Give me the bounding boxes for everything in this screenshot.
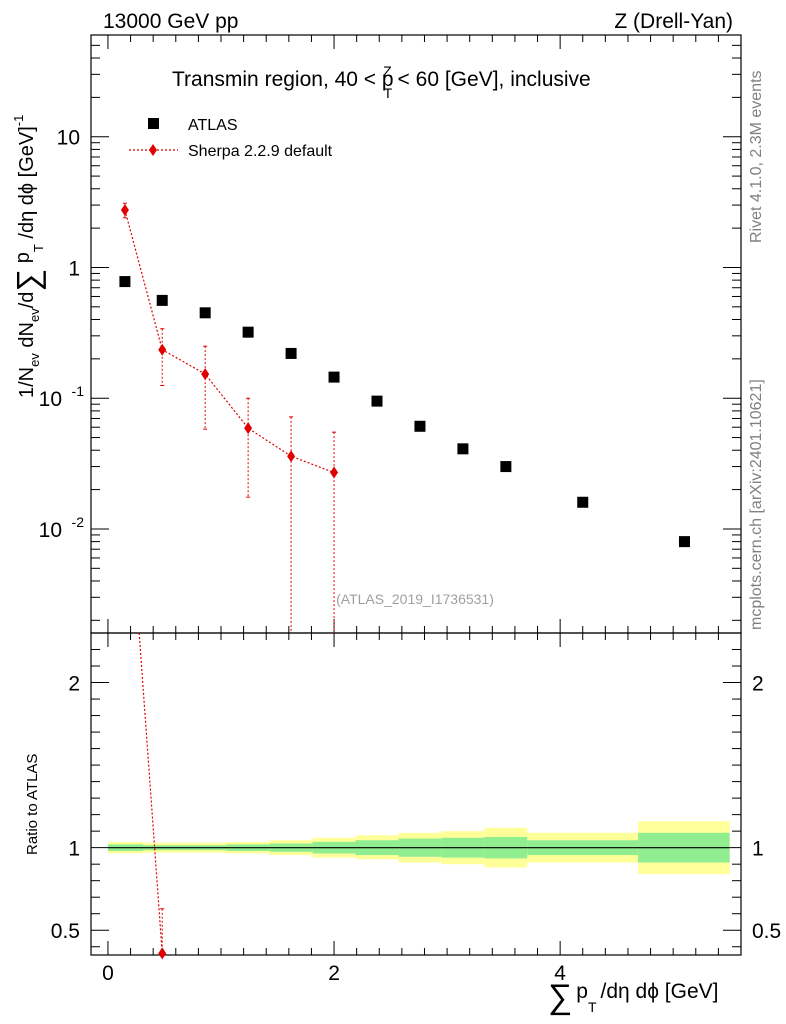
axis-ticks: 0 2 4 10 -2 10 -1 1 10 0.5 0.5 1 1 2 2	[39, 34, 781, 985]
title-post: < 60 [GeV], inclusive	[392, 68, 591, 91]
atlas-point	[371, 395, 383, 407]
mcplots-label: mcplots.cern.ch [arXiv:2401.10621]	[748, 379, 765, 630]
x-tick-label: 4	[554, 962, 566, 985]
x-tick-label: 0	[102, 962, 114, 985]
atlas-point	[242, 326, 254, 338]
atlas-point	[119, 276, 131, 288]
ratio-marks	[107, 632, 730, 960]
x-axis-label: ∑ pT/dη dϕ [GeV]	[548, 978, 719, 1016]
y-tick-label: 10	[57, 127, 80, 150]
atlas-point	[577, 496, 589, 508]
ratio-y-tick-label-right: 2	[752, 673, 764, 696]
ratio-y-tick-label: 1	[68, 838, 80, 861]
sherpa-point	[330, 466, 339, 479]
sherpa-line	[124, 209, 335, 474]
title-pre: Transmin region, 40 < p	[172, 68, 394, 91]
plot-title: Transmin region, 40 < p TZ < 60 [GeV], in…	[172, 63, 591, 101]
atlas-point	[328, 371, 340, 383]
ratio-plot-frame	[90, 632, 742, 956]
title-sup: Z	[383, 63, 392, 79]
ratio-y-tick-label-right: 1	[752, 838, 764, 861]
ratio-sherpa-line	[138, 632, 163, 954]
y-tick-exponent: -2	[72, 514, 85, 530]
rivet-version-label: Rivet 4.1.0, 2.3M events	[748, 70, 765, 243]
header-right: Z (Drell-Yan)	[614, 10, 733, 33]
legend-sherpa-label: Sherpa 2.2.9 default	[188, 143, 333, 160]
ratio-y-tick-label-right: 0.5	[752, 920, 781, 943]
y-axis-label: 1/Nev dNev/d∑ pT /dη dϕ [GeV]-1	[10, 115, 46, 398]
legend-atlas-marker	[148, 118, 159, 129]
legend: ATLAS Sherpa 2.2.9 default	[129, 117, 333, 160]
atlas-point	[199, 307, 211, 319]
analysis-watermark: (ATLAS_2019_I1736531)	[336, 591, 494, 607]
ratio-y-tick-label: 2	[68, 673, 80, 696]
legend-sherpa-marker	[149, 144, 157, 156]
y-tick-label: 10	[39, 388, 62, 411]
atlas-point	[678, 536, 690, 548]
sherpa-point	[158, 343, 167, 356]
y-tick-label: 10	[39, 519, 62, 542]
y-tick-label: 1	[68, 257, 80, 280]
ratio-sherpa-point	[158, 947, 167, 960]
ratio-y-axis-label: Ratio to ATLAS	[24, 754, 41, 855]
sherpa-point	[201, 368, 210, 381]
atlas-point	[457, 443, 469, 455]
sherpa-point	[244, 422, 253, 435]
ratio-y-tick-label: 0.5	[51, 920, 80, 943]
x-tick-label: 2	[328, 962, 340, 985]
y-tick-exponent: -1	[72, 383, 85, 399]
header-left: 13000 GeV pp	[103, 10, 238, 33]
atlas-point	[156, 294, 168, 306]
atlas-point	[414, 420, 426, 432]
sherpa-point	[120, 204, 129, 217]
atlas-point	[500, 461, 512, 473]
title-sub: T	[384, 85, 393, 101]
sherpa-series	[120, 202, 339, 633]
sherpa-point	[287, 450, 296, 463]
atlas-series	[119, 276, 690, 548]
legend-atlas-label: ATLAS	[188, 117, 238, 134]
atlas-point	[285, 347, 297, 359]
